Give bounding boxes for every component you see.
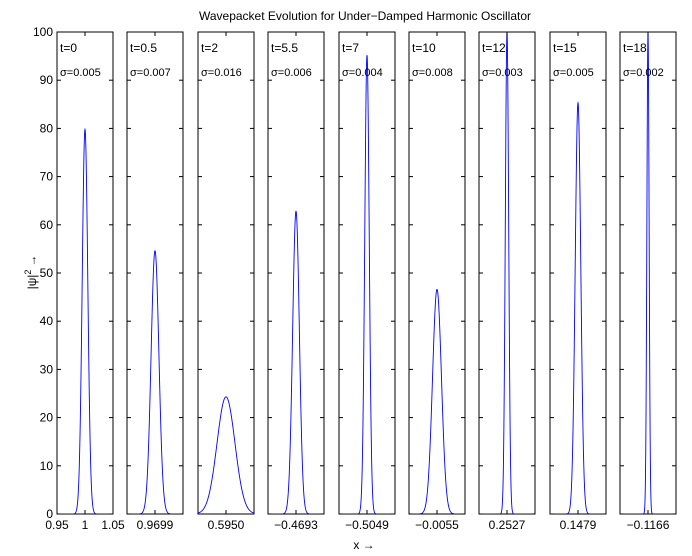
panel-frame [478,31,536,515]
wavepacket-curve [550,101,606,514]
x-tick-label: 0.1479 [560,518,597,532]
x-tick-label: −0.1166 [627,518,670,532]
x-tick-label: 0.2527 [489,518,526,532]
panel-sigma-label: σ=0.007 [130,67,171,79]
panel-time-label: t=0 [60,41,77,55]
panel-9: −0.1166 t=18 σ=0.002 [619,31,677,532]
panel-1: 0.95 1 1.05 t=0 σ=0.005 [45,31,125,532]
y-tick-label: 80 [40,121,54,135]
panel-5: −0.5049 t=7 σ=0.004 [338,31,396,532]
panel-sigma-label: σ=0.003 [482,67,523,79]
x-tick-label: −0.4693 [274,518,318,532]
panel-frame [126,31,184,515]
wavepacket-curve [339,55,395,514]
x-tick-label: 0.95 [45,518,69,532]
panel-sigma-label: σ=0.016 [201,67,242,79]
y-tick-label: 60 [40,218,54,232]
panel-time-label: t=7 [342,41,359,55]
y-axis-label-sup: 2 [23,270,33,275]
wavepacket-curve [198,396,254,514]
x-tick-label: 1 [82,518,89,532]
y-axis: 0 10 20 30 40 50 60 70 80 90 100 [33,25,53,521]
panel-time-label: t=0.5 [130,41,157,55]
y-tick-label: 100 [33,25,53,39]
panel-frame [619,31,677,515]
x-tick-label: 0.9699 [137,518,174,532]
panel-sigma-label: σ=0.002 [623,67,664,79]
x-tick-label: −0.5049 [345,518,389,532]
x-tick-label: 0.5950 [208,518,245,532]
panel-sigma-label: σ=0.006 [271,67,312,79]
y-axis-label-base: |ψ| [25,275,39,290]
panel-frame [408,31,466,515]
panel-sigma-label: σ=0.005 [553,67,594,79]
chart-title: Wavepacket Evolution for Under−Damped Ha… [199,9,531,23]
y-tick-label: 40 [40,314,54,328]
panel-time-label: t=5.5 [271,41,298,55]
panels: 0.95 1 1.05 t=0 σ=0.005 0.9699 t=0.5 σ=0.007 0.5… [45,31,677,532]
x-tick-label: 1.05 [101,518,125,532]
panel-time-label: t=2 [201,41,218,55]
panel-4: −0.4693 t=5.5 σ=0.006 [267,31,325,532]
y-axis-label-arrow: → [25,255,39,267]
y-tick-label: 20 [40,411,54,425]
y-tick-label: 30 [40,362,54,376]
panel-3: 0.5950 t=2 σ=0.016 [197,31,255,532]
y-tick-label: 70 [40,170,54,184]
panel-7: 0.2527 t=12 σ=0.003 [478,31,536,532]
panel-6: −0.0055 t=10 σ=0.008 [408,31,466,532]
x-axis-label: x → [353,538,374,552]
panel-sigma-label: σ=0.008 [412,67,453,79]
wavepacket-curve [479,32,535,514]
y-tick-label: 10 [40,459,54,473]
panel-frame [267,31,325,515]
panel-time-label: t=18 [623,41,647,55]
wavepacket-curve [620,32,676,514]
wavepacket-curve [409,288,465,514]
panel-time-label: t=12 [482,41,506,55]
panel-8: 0.1479 t=15 σ=0.005 [549,31,607,532]
wavepacket-curve [57,127,113,514]
panel-sigma-label: σ=0.004 [342,67,383,79]
panel-sigma-label: σ=0.005 [60,67,101,79]
wavepacket-curve [268,210,324,514]
panel-time-label: t=10 [412,41,436,55]
y-tick-label: 50 [40,266,54,280]
x-tick-label: −0.0055 [415,518,459,532]
wavepacket-curve [127,250,183,514]
panel-frame [56,31,114,515]
panel-time-label: t=15 [553,41,577,55]
panel-frame [197,31,255,515]
y-tick-label: 90 [40,73,54,87]
y-tick-label: 0 [46,507,53,521]
panel-frame [338,31,396,515]
y-axis-label: |ψ|2 → [23,255,39,290]
svg-text:|ψ|2→: |ψ|2 → [23,255,39,290]
panel-2: 0.9699 t=0.5 σ=0.007 [126,31,184,532]
